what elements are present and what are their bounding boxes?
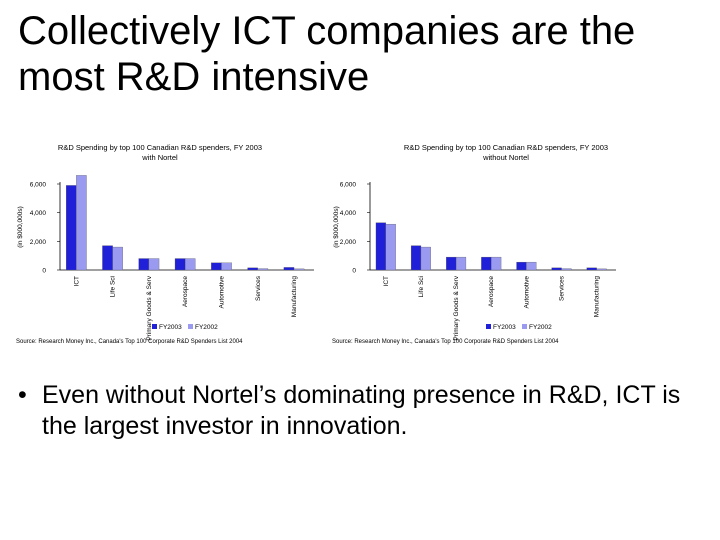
bar xyxy=(420,246,431,271)
bullet-point: • Even without Nortel’s dominating prese… xyxy=(18,380,708,442)
chart-subtitle: without Nortel xyxy=(482,153,529,162)
bar xyxy=(551,267,562,271)
bar xyxy=(455,256,467,271)
bar xyxy=(561,268,572,271)
chart-title: R&D Spending by top 100 Canadian R&D spe… xyxy=(58,143,262,152)
slide-title-line-2: most R&D intensive xyxy=(18,55,370,99)
x-category-label: Services xyxy=(559,275,566,301)
bar xyxy=(586,267,597,271)
y-axis-label: (in $000,000s) xyxy=(333,206,340,248)
bar xyxy=(283,267,295,271)
bar xyxy=(516,261,527,271)
bar xyxy=(481,256,492,271)
legend-swatch xyxy=(486,324,491,329)
x-category-label: Aerospace xyxy=(488,276,495,307)
y-tick-label: 4,000 xyxy=(340,210,357,217)
bar xyxy=(221,262,232,271)
bar xyxy=(174,258,186,271)
bar xyxy=(293,268,305,271)
x-category-label: Automotive xyxy=(523,276,530,309)
bar xyxy=(596,268,607,271)
x-category-label: Manufacturing xyxy=(594,276,601,318)
bar xyxy=(247,267,258,271)
bar xyxy=(76,175,87,271)
x-category-label: Life Sci xyxy=(418,276,425,297)
x-category-label: Primary Goods & Serv xyxy=(453,275,460,340)
x-category-label: ICT xyxy=(73,276,80,287)
legend-label: FY2003 xyxy=(493,324,516,331)
y-tick-label: 4,000 xyxy=(30,210,47,217)
x-category-label: Services xyxy=(255,275,262,301)
slide-title: Collectively ICT companies are the most … xyxy=(18,8,708,100)
y-tick-label: 2,000 xyxy=(340,239,357,246)
chart-subtitle: with Nortel xyxy=(141,153,178,162)
chart-with-nortel: R&D Spending by top 100 Canadian R&D spe… xyxy=(14,138,320,350)
bar xyxy=(185,258,196,271)
legend-swatch xyxy=(188,324,193,329)
y-tick-label: 6,000 xyxy=(340,182,357,189)
legend-label: FY2002 xyxy=(529,324,552,331)
y-tick-label: 6,000 xyxy=(30,182,47,189)
bullet-text: Even without Nortel’s dominating presenc… xyxy=(42,381,681,440)
bar xyxy=(410,245,422,271)
bar xyxy=(211,262,222,271)
x-category-label: Life Sci xyxy=(110,276,117,297)
legend-swatch xyxy=(152,324,157,329)
chart-with-nortel-svg: R&D Spending by top 100 Canadian R&D spe… xyxy=(16,143,314,345)
bar xyxy=(66,185,77,271)
y-axis-label: (in $000,000s) xyxy=(17,206,24,248)
y-tick-label: 0 xyxy=(42,268,46,275)
bar xyxy=(102,245,113,271)
chart-without-nortel: R&D Spending by top 100 Canadian R&D spe… xyxy=(330,138,620,350)
bar xyxy=(375,222,386,271)
bar xyxy=(257,268,269,271)
bar xyxy=(526,261,537,271)
bar xyxy=(446,256,457,271)
chart-without-nortel-svg: R&D Spending by top 100 Canadian R&D spe… xyxy=(332,143,616,345)
chart-source: Source: Research Money Inc., Canada's To… xyxy=(332,339,559,345)
bar xyxy=(138,258,150,271)
legend-label: FY2003 xyxy=(159,324,182,331)
x-category-label: Manufacturing xyxy=(291,276,298,318)
bar xyxy=(112,246,123,271)
y-tick-label: 2,000 xyxy=(30,239,47,246)
bullet-symbol: • xyxy=(18,381,27,409)
x-category-label: Automotive xyxy=(218,276,225,309)
x-category-label: ICT xyxy=(383,276,390,287)
x-category-label: Primary Goods & Serv xyxy=(146,275,153,340)
slide-title-line-1: Collectively ICT companies are the xyxy=(18,9,636,53)
bar xyxy=(385,223,396,271)
legend-label: FY2002 xyxy=(195,324,218,331)
bar xyxy=(148,258,160,271)
y-tick-label: 0 xyxy=(352,268,356,275)
chart-source: Source: Research Money Inc., Canada's To… xyxy=(16,339,243,345)
legend-swatch xyxy=(522,324,527,329)
bar xyxy=(491,256,502,271)
x-category-label: Aerospace xyxy=(182,276,189,307)
chart-title: R&D Spending by top 100 Canadian R&D spe… xyxy=(404,143,608,152)
